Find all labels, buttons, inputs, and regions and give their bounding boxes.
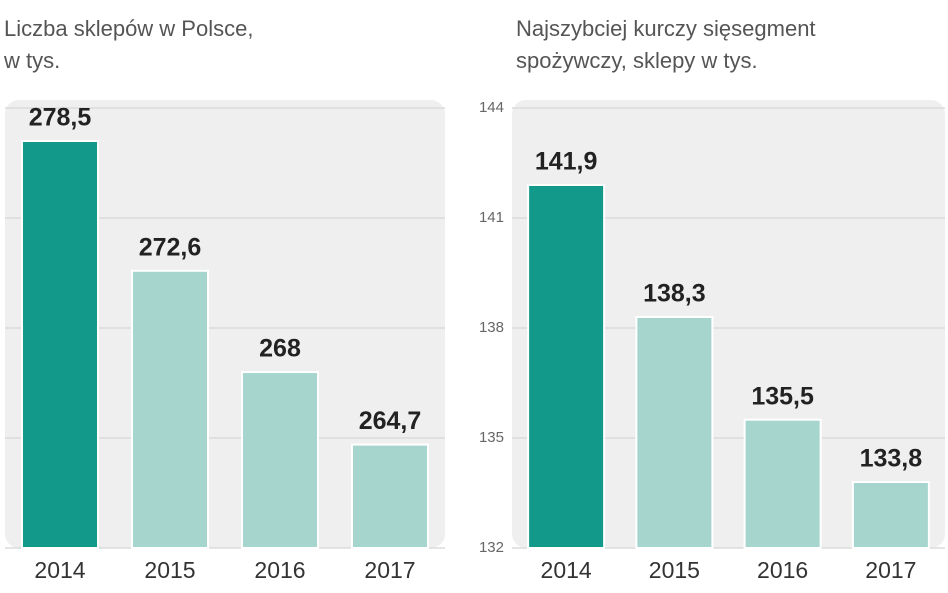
bar <box>743 418 822 549</box>
y-tick-label: 135 <box>479 429 504 446</box>
y-tick-label: 132 <box>479 539 504 556</box>
bar <box>21 140 99 549</box>
bar <box>527 184 606 549</box>
x-tick-label: 2014 <box>541 557 592 583</box>
x-tick-label: 2015 <box>649 557 700 583</box>
bar <box>241 371 319 549</box>
value-label: 278,5 <box>29 104 92 132</box>
plot-background <box>5 100 445 548</box>
value-label: 264,7 <box>359 407 422 435</box>
y-tick-label: 141 <box>479 209 504 226</box>
y-tick-label: 138 <box>479 319 504 336</box>
value-label: 268 <box>259 335 301 363</box>
x-tick-label: 2015 <box>144 557 195 583</box>
y-tick-label: 144 <box>479 99 504 116</box>
plot-background <box>512 100 945 548</box>
bar <box>851 481 930 549</box>
x-tick-label: 2016 <box>757 557 808 583</box>
chart-title: w tys. <box>3 48 60 73</box>
bar <box>351 443 429 550</box>
bar <box>635 316 714 549</box>
chart-title: Najszybciej kurczy sięsegment <box>516 16 816 41</box>
value-label: 133,8 <box>860 445 923 473</box>
x-tick-label: 2016 <box>254 557 305 583</box>
value-label: 135,5 <box>751 382 814 410</box>
value-label: 272,6 <box>139 233 202 261</box>
chart-title: spożywczy, sklepy w tys. <box>516 48 758 73</box>
x-tick-label: 2017 <box>364 557 415 583</box>
chart-title: Liczba sklepów w Polsce, <box>4 16 253 41</box>
value-label: 138,3 <box>643 280 706 308</box>
x-tick-label: 2014 <box>34 557 85 583</box>
bar <box>131 269 209 549</box>
value-label: 141,9 <box>535 148 598 176</box>
x-tick-label: 2017 <box>865 557 916 583</box>
